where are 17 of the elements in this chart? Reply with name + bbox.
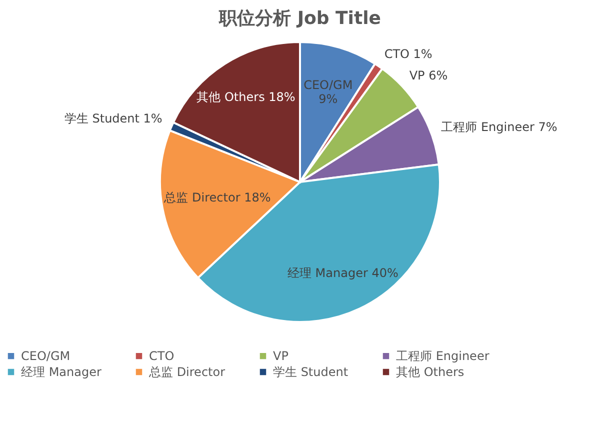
legend-label: VP xyxy=(273,349,288,364)
data-label: 其他 Others 18% xyxy=(196,90,296,104)
legend-label: 学生 Student xyxy=(273,365,348,379)
data-label: VP 6% xyxy=(409,68,448,82)
data-label: CTO 1% xyxy=(384,46,432,61)
data-label: 学生 Student 1% xyxy=(64,111,162,126)
legend-label: CEO/GM xyxy=(21,349,70,364)
legend-label: CTO xyxy=(149,349,174,364)
legend-label: 工程师 Engineer xyxy=(396,349,490,364)
legend-label: 总监 Director xyxy=(148,365,226,379)
data-label: 总监 Director 18% xyxy=(163,190,271,205)
data-label: 工程师 Engineer 7% xyxy=(441,120,558,134)
data-label: CEO/GM 9% xyxy=(304,78,353,106)
legend-label: 其他 Others xyxy=(396,365,464,379)
data-label: 经理 Manager 40% xyxy=(287,266,398,280)
legend-label: 经理 Manager xyxy=(21,365,102,379)
chart-title: 职位分析 Job Title xyxy=(218,8,381,29)
